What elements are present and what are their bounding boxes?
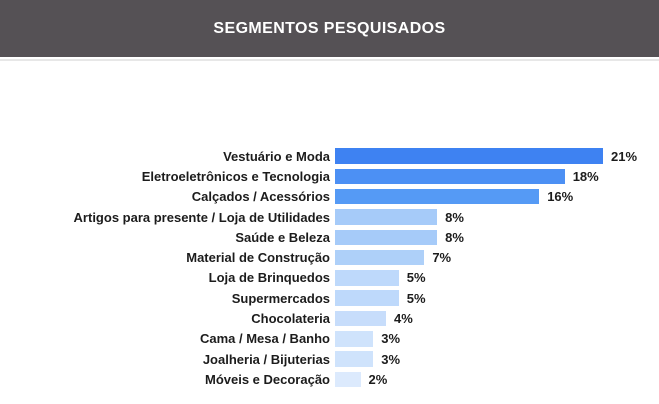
chart-row: Artigos para presente / Loja de Utilidad… xyxy=(0,207,659,227)
bar xyxy=(335,249,425,266)
category-label: Vestuário e Moda xyxy=(223,148,330,164)
value-label: 2% xyxy=(368,371,388,387)
chart-row: Joalheria / Bijuterias 3% xyxy=(0,349,659,369)
value-label: 8% xyxy=(445,209,464,225)
value-label: 21% xyxy=(611,148,638,164)
value-label: 16% xyxy=(547,189,574,205)
title-bar: SEGMENTOS PESQUISADOS xyxy=(0,0,659,57)
bar xyxy=(335,209,438,225)
category-label: Móveis e Decoração xyxy=(204,371,330,387)
chart-row: Chocolateria 4% xyxy=(0,308,659,328)
bar-chart: Vestuário e Moda 21% Eletroeletrônicos e T… xyxy=(0,146,659,390)
chart-row: Calçados / Acessórios 16% xyxy=(0,187,659,207)
value-label: 18% xyxy=(572,168,599,184)
category-label: Saúde e Beleza xyxy=(235,229,330,245)
chart-row: Eletroeletrônicos e Tecnologia 18% xyxy=(0,166,659,186)
category-label: Eletroeletrônicos e Tecnologia xyxy=(141,168,330,184)
category-label: Supermercados xyxy=(231,290,330,306)
chart-row: Cama / Mesa / Banho 3% xyxy=(0,329,659,349)
category-label: Chocolateria xyxy=(251,311,330,327)
bar xyxy=(335,331,374,347)
chart-row: Saúde e Beleza 8% xyxy=(0,227,659,247)
chart-row: Móveis e Decoração 2% xyxy=(0,369,659,389)
bar xyxy=(335,351,374,367)
value-label: 3% xyxy=(381,351,401,367)
category-label: Loja de Brinquedos xyxy=(208,270,330,286)
value-label: 4% xyxy=(394,311,413,327)
chart-row: Vestuário e Moda 21% xyxy=(0,146,659,166)
chart-area: Vestuário e Moda 21% Eletroeletrônicos e T… xyxy=(0,61,659,390)
value-label: 7% xyxy=(432,250,452,266)
category-label: Material de Construção xyxy=(186,250,330,266)
value-label: 5% xyxy=(406,290,426,306)
chart-row: Material de Construção 7% xyxy=(0,247,659,267)
page-title: SEGMENTOS PESQUISADOS xyxy=(213,19,446,37)
category-label: Calçados / Acessórios xyxy=(191,189,330,205)
bar xyxy=(335,371,361,388)
value-label: 3% xyxy=(381,331,401,347)
category-label: Joalheria / Bijuterias xyxy=(202,351,330,367)
bar xyxy=(335,290,399,306)
value-label: 8% xyxy=(445,229,464,245)
bar xyxy=(335,310,387,327)
bar xyxy=(335,188,540,205)
category-label: Cama / Mesa / Banho xyxy=(199,331,330,347)
bar xyxy=(335,148,603,164)
category-label: Artigos para presente / Loja de Utilidad… xyxy=(73,209,330,225)
bar xyxy=(335,168,565,185)
header-divider xyxy=(0,59,659,61)
chart-row: Supermercados 5% xyxy=(0,288,659,308)
bar xyxy=(335,229,438,246)
value-label: 5% xyxy=(406,270,426,286)
bar xyxy=(335,270,399,286)
chart-row: Loja de Brinquedos 5% xyxy=(0,268,659,288)
